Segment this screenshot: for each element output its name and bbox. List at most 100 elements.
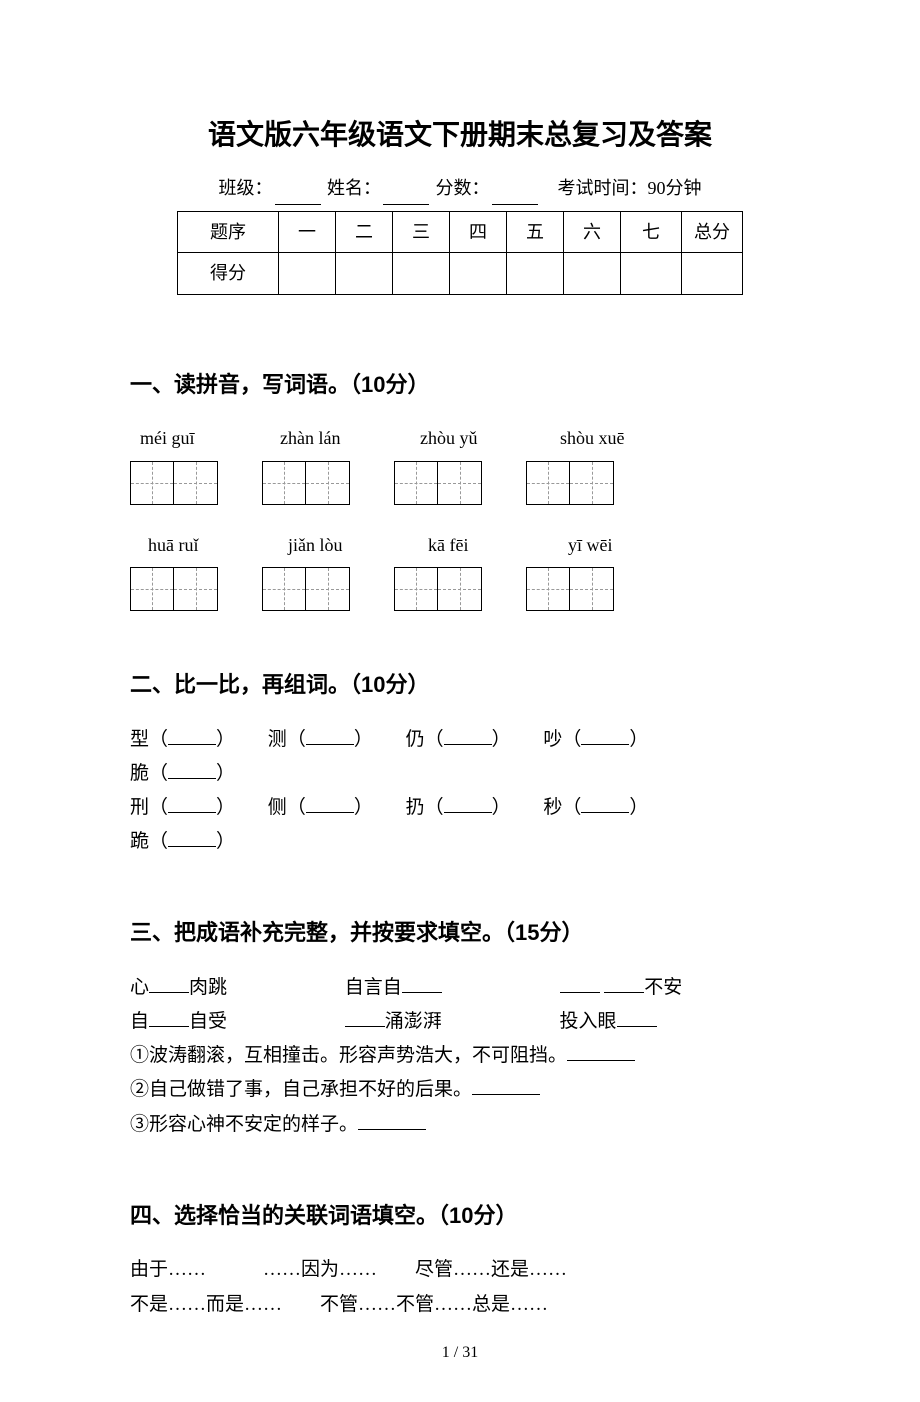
text: ③形容心神不安定的样子。: [130, 1114, 358, 1135]
q4-line: 由于…… ……因为…… 尽管……还是……: [130, 1253, 790, 1287]
score-cell: [507, 253, 564, 294]
score-cell: [393, 253, 450, 294]
col-header: 四: [450, 211, 507, 252]
text: 投入眼: [560, 1011, 617, 1032]
text: 自受: [189, 1011, 227, 1032]
char-box: [262, 567, 306, 611]
char: 秒: [543, 797, 562, 818]
fill-blank: [604, 973, 644, 993]
col-header: 一: [279, 211, 336, 252]
pinyin-label: zhàn lán: [280, 422, 372, 454]
fill-blank: [345, 1007, 385, 1027]
header-fields: 班级： 姓名： 分数： 考试时间：90分钟: [130, 172, 790, 204]
q3-line: 自自受 涌澎湃 投入眼: [130, 1005, 790, 1039]
char-box: [438, 567, 482, 611]
fill-blank: [358, 1110, 426, 1130]
char-box: [570, 567, 614, 611]
q3-item: ②自己做错了事，自己承担不好的后果。: [130, 1073, 790, 1107]
col-header: 总分: [682, 211, 743, 252]
q2-line: 刑（） 侧（） 扔（） 秒（） 跪（）: [130, 791, 790, 859]
char-box-pair: [130, 461, 218, 505]
char: 跪: [130, 831, 149, 852]
section-4: 四、选择恰当的关联词语填空。（10分） 由于…… ……因为…… 尽管……还是………: [130, 1196, 790, 1322]
q3-item: ①波涛翻滚，互相撞击。形容声势浩大，不可阻挡。: [130, 1039, 790, 1073]
char: 扔: [406, 797, 425, 818]
char-box: [306, 567, 350, 611]
char-box: [130, 567, 174, 611]
char-box-pair: [526, 567, 614, 611]
col-header: 五: [507, 211, 564, 252]
col-header: 三: [393, 211, 450, 252]
fill-blank: [168, 725, 216, 745]
fill-blank: [581, 793, 629, 813]
fill-blank: [149, 1007, 189, 1027]
fill-blank: [444, 793, 492, 813]
fill-blank: [560, 973, 600, 993]
fill-blank: [617, 1007, 657, 1027]
fill-blank: [567, 1041, 635, 1061]
section-1: 一、读拼音，写词语。（10分） méi guī zhàn lán zhòu yǔ…: [130, 365, 790, 611]
char-box: [394, 567, 438, 611]
col-header: 六: [564, 211, 621, 252]
name-blank: [383, 184, 429, 205]
text: 心: [130, 977, 149, 998]
char: 侧: [268, 797, 287, 818]
score-cell: [336, 253, 393, 294]
section-heading: 三、把成语补充完整，并按要求填空。（15分）: [130, 913, 790, 953]
char-box: [526, 567, 570, 611]
text: 自言自: [345, 977, 402, 998]
char: 型: [130, 729, 149, 750]
fill-blank: [581, 725, 629, 745]
section-heading: 四、选择恰当的关联词语填空。（10分）: [130, 1196, 790, 1236]
char-box: [394, 461, 438, 505]
fill-blank: [149, 973, 189, 993]
class-label: 班级：: [219, 178, 273, 198]
score-cell: [682, 253, 743, 294]
q2-line: 型（） 测（） 仍（） 吵（） 脆（）: [130, 723, 790, 791]
pinyin-row: méi guī zhàn lán zhòu yǔ shòu xuē: [140, 422, 790, 454]
char-boxes-row: [130, 461, 790, 505]
char-box-pair: [262, 567, 350, 611]
worksheet-page: 语文版六年级语文下册期末总复习及答案 班级： 姓名： 分数： 考试时间：90分钟…: [0, 0, 920, 1402]
section-heading: 二、比一比，再组词。（10分）: [130, 665, 790, 705]
score-table: 题序 一 二 三 四 五 六 七 总分 得分: [177, 211, 743, 295]
score-cell: [621, 253, 682, 294]
char-box-pair: [394, 461, 482, 505]
char-box: [130, 461, 174, 505]
q3-line: 心肉跳 自言自 不安: [130, 971, 790, 1005]
char: 仍: [406, 729, 425, 750]
text: ②自己做错了事，自己承担不好的后果。: [130, 1079, 472, 1100]
char-box: [174, 567, 218, 611]
row-label: 题序: [178, 211, 279, 252]
col-header: 七: [621, 211, 682, 252]
document-title: 语文版六年级语文下册期末总复习及答案: [130, 110, 790, 160]
score-label: 分数：: [436, 178, 490, 198]
char-box: [174, 461, 218, 505]
score-blank: [492, 184, 538, 205]
char-box-pair: [262, 461, 350, 505]
char-box-pair: [394, 567, 482, 611]
char-box: [526, 461, 570, 505]
col-header: 二: [336, 211, 393, 252]
pinyin-label: shòu xuē: [560, 422, 652, 454]
char: 脆: [130, 763, 149, 784]
section-heading: 一、读拼音，写词语。（10分）: [130, 365, 790, 405]
fill-blank: [168, 827, 216, 847]
char-box-pair: [130, 567, 218, 611]
char-boxes-row: [130, 567, 790, 611]
pinyin-label: yī wēi: [568, 529, 660, 561]
char: 测: [268, 729, 287, 750]
text: ①波涛翻滚，互相撞击。形容声势浩大，不可阻挡。: [130, 1045, 567, 1066]
text: 自: [130, 1011, 149, 1032]
section-2: 二、比一比，再组词。（10分） 型（） 测（） 仍（） 吵（） 脆（） 刑（） …: [130, 665, 790, 859]
text: 不安: [644, 977, 682, 998]
char-box: [306, 461, 350, 505]
fill-blank: [168, 759, 216, 779]
q4-line: 不是……而是…… 不管……不管……总是……: [130, 1288, 790, 1322]
page-number: 1 / 31: [0, 1339, 920, 1368]
pinyin-label: méi guī: [140, 422, 232, 454]
char: 刑: [130, 797, 149, 818]
table-row: 得分: [178, 253, 743, 294]
fill-blank: [444, 725, 492, 745]
row-label: 得分: [178, 253, 279, 294]
